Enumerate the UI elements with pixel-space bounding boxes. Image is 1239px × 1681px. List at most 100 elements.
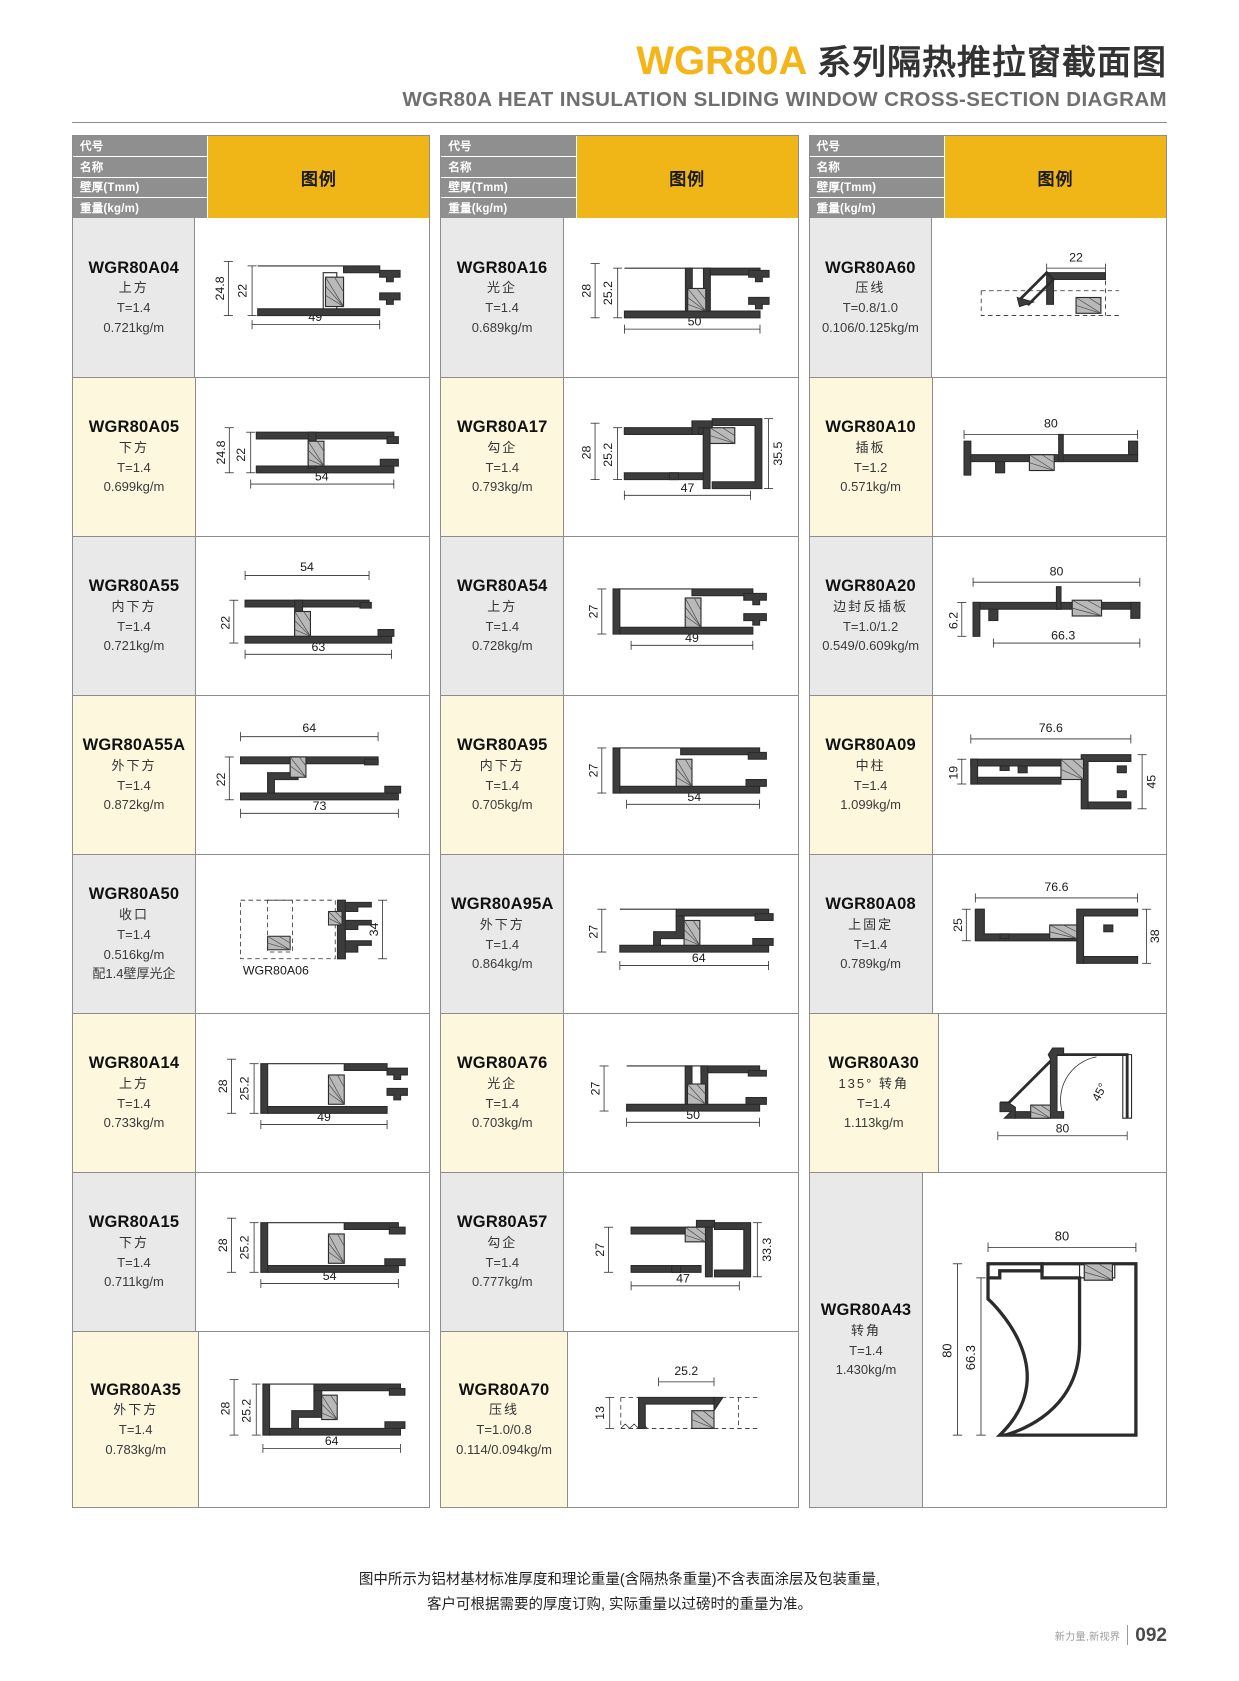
dim-width: 64	[692, 951, 706, 965]
profile-code: WGR80A43	[820, 1301, 912, 1320]
profile-thickness: T=1.4	[117, 618, 151, 634]
table-row[interactable]: WGR80A04 上方 T=1.4 0.721kg/m 24.8	[73, 218, 430, 377]
table-row[interactable]: WGR80A70 压线 T=1.0/0.8 0.114/0.094kg/m 25…	[441, 1331, 798, 1508]
profile-thickness: T=1.4	[485, 1095, 520, 1111]
profile-name: 勾企	[487, 1234, 518, 1250]
profile-name: 内下方	[479, 757, 525, 773]
header-label-legend: 图例	[945, 136, 1166, 218]
dim-width: 76.6	[1044, 880, 1068, 894]
table-row[interactable]: WGR80A10 插板 T=1.2 0.571kg/m 80	[809, 377, 1166, 536]
profile-thickness: T=1.4	[849, 1342, 883, 1358]
profile-info-cell: WGR80A10 插板 T=1.2 0.571kg/m	[809, 378, 933, 536]
profile-note: 配1.4壁厚光企	[92, 966, 176, 982]
table-row[interactable]: WGR80A09 中柱 T=1.4 1.099kg/m 76.6	[809, 695, 1166, 854]
footnote: 图中所示为铝材基材标准厚度和理论重量(含隔热条重量)不含表面涂层及包装重量, 客…	[72, 1568, 1167, 1617]
table-row[interactable]: WGR80A54 上方 T=1.4 0.728kg/m 27 49	[441, 536, 798, 695]
profile-code: WGR80A10	[825, 418, 916, 437]
dim-height: 27	[593, 1243, 607, 1257]
profile-table: 代号 名称 壁厚(Tmm) 重量(kg/m) 图例 WGR80A04 上方 T=…	[72, 135, 1167, 1509]
profile-weight: 0.705kg/m	[471, 797, 533, 813]
dim-height-left: 25	[950, 918, 964, 932]
profile-figure-cell: 27 50	[564, 1014, 798, 1172]
profile-info-cell: WGR80A43 转角 T=1.4 1.430kg/m	[809, 1173, 924, 1508]
title-chinese: 系列隔热推拉窗截面图	[817, 44, 1167, 82]
cross-section-diagram: 76.6 25 38	[937, 859, 1162, 1009]
cross-section-diagram: 80	[937, 382, 1162, 532]
table-row[interactable]: WGR80A20 边封反插板 T=1.0/1.2 0.549/0.609kg/m	[809, 536, 1166, 695]
dim-height-inner: 25.2	[601, 443, 615, 467]
table-row[interactable]: WGR80A08 上固定 T=1.4 0.789kg/m 76.6	[809, 854, 1166, 1013]
cross-section-diagram: 54 22 63	[200, 541, 425, 691]
table-row[interactable]: WGR80A60 压线 T=0.8/1.0 0.106/0.125kg/m 22	[809, 218, 1166, 377]
profile-code: WGR80A57	[457, 1213, 548, 1232]
table-row[interactable]: WGR80A14 上方 T=1.4 0.733kg/m 28	[73, 1013, 430, 1172]
profile-figure-cell: 54 22 63	[195, 537, 430, 695]
profile-name: 下方	[118, 439, 149, 455]
table-row[interactable]: WGR80A05 下方 T=1.4 0.699kg/m 24.8	[73, 377, 430, 536]
table-row[interactable]: WGR80A30 135° 转角 T=1.4 1.113kg/m 80	[809, 1013, 1166, 1172]
table-row[interactable]: WGR80A76 光企 T=1.4 0.703kg/m 27 50	[441, 1013, 798, 1172]
profile-weight: 1.099kg/m	[840, 797, 901, 813]
profile-weight: 0.114/0.094kg/m	[456, 1441, 552, 1457]
header-label-thickness: 壁厚(Tmm)	[441, 177, 576, 199]
cross-section-diagram: 28 25.2 64	[203, 1336, 425, 1503]
cross-section-diagram: 80 45°	[943, 1018, 1162, 1168]
table-row[interactable]: WGR80A55A 外下方 T=1.4 0.872kg/m 64	[73, 695, 430, 854]
profile-weight: 0.872kg/m	[103, 797, 165, 813]
dim-width: 25.2	[674, 1364, 698, 1378]
table-row[interactable]: WGR80A17 勾企 T=1.4 0.793kg/m	[441, 377, 798, 536]
profile-info-cell: WGR80A55A 外下方 T=1.4 0.872kg/m	[73, 696, 196, 854]
table-row[interactable]: WGR80A95A 外下方 T=1.4 0.864kg/m 27 64	[441, 854, 798, 1013]
dim-angle: 45°	[1089, 1081, 1110, 1104]
profile-figure-cell: 25.2 13	[567, 1332, 798, 1508]
table-column-1: 代号 名称 壁厚(Tmm) 重量(kg/m) 图例 WGR80A04 上方 T=…	[72, 135, 431, 1509]
profile-name: 压线	[855, 280, 886, 296]
column-header-labels: 代号 名称 壁厚(Tmm) 重量(kg/m)	[441, 136, 577, 218]
profile-code: WGR80A50	[88, 885, 180, 904]
table-row[interactable]: WGR80A57 勾企 T=1.4 0.777kg/m 27	[441, 1172, 798, 1331]
table-row[interactable]: WGR80A15 下方 T=1.4 0.711kg/m 28	[73, 1172, 430, 1331]
column-header-labels: 代号 名称 壁厚(Tmm) 重量(kg/m)	[809, 136, 946, 218]
profile-weight: 0.106/0.125kg/m	[821, 319, 919, 335]
dim-height-outer: 28	[580, 445, 594, 459]
table-row[interactable]: WGR80A95 内下方 T=1.4 0.705kg/m 27 54	[441, 695, 798, 854]
profile-thickness: T=1.4	[853, 936, 888, 952]
dim-height: 34	[367, 922, 381, 936]
profile-code: WGR80A55A	[82, 736, 186, 755]
profile-weight: 0.789kg/m	[840, 956, 901, 972]
profile-weight: 0.721kg/m	[103, 638, 165, 654]
profile-code: WGR80A54	[457, 577, 548, 596]
profile-figure-cell: 27 49	[564, 537, 798, 695]
dim-height: 27	[589, 1081, 603, 1095]
profile-name: 上方	[487, 598, 518, 614]
page-subtitle: WGR80A HEAT INSULATION SLIDING WINDOW CR…	[402, 88, 1167, 111]
dim-width: 80	[1049, 564, 1063, 578]
dim-height-right: 35.5	[771, 441, 785, 465]
dim-height-outer: 28	[216, 1079, 230, 1093]
profile-name: 上方	[118, 280, 149, 296]
table-row[interactable]: WGR80A55 内下方 T=1.4 0.721kg/m 54	[73, 536, 430, 695]
table-row[interactable]: WGR80A50 收口 T=1.4 0.516kg/m 配1.4壁厚光企	[73, 854, 430, 1013]
profile-code: WGR80A55	[88, 577, 180, 596]
dim-height-right: 33.3	[760, 1238, 774, 1262]
profile-code: WGR80A04	[88, 258, 179, 277]
column-header: 代号 名称 壁厚(Tmm) 重量(kg/m) 图例	[73, 136, 430, 218]
profile-weight: 0.571kg/m	[840, 479, 901, 495]
profile-weight: 0.703kg/m	[471, 1115, 533, 1131]
profile-info-cell: WGR80A35 外下方 T=1.4 0.783kg/m	[73, 1332, 200, 1508]
table-row[interactable]: WGR80A43 转角 T=1.4 1.430kg/m 80	[809, 1172, 1166, 1508]
profile-figure-cell: 28 25.2 64	[199, 1332, 430, 1508]
table-row[interactable]: WGR80A16 光企 T=1.4 0.689kg/m 28	[441, 218, 798, 377]
profile-thickness: T=1.0/0.8	[476, 1422, 532, 1438]
cross-section-diagram: 25.2 13	[572, 1336, 794, 1503]
dim-height-outer: 28	[579, 284, 593, 298]
table-row[interactable]: WGR80A35 外下方 T=1.4 0.783kg/m 28	[73, 1331, 430, 1508]
dim-height-outer: 24.8	[213, 276, 227, 300]
column-header-labels: 代号 名称 壁厚(Tmm) 重量(kg/m)	[73, 136, 209, 218]
header-divider	[72, 122, 1167, 123]
profile-code: WGR80A15	[88, 1213, 180, 1232]
column-body: WGR80A04 上方 T=1.4 0.721kg/m 24.8	[73, 218, 430, 1508]
dim-height: 13	[593, 1406, 607, 1420]
footer-divider	[1127, 1625, 1129, 1645]
profile-thickness: T=1.4	[485, 936, 520, 952]
